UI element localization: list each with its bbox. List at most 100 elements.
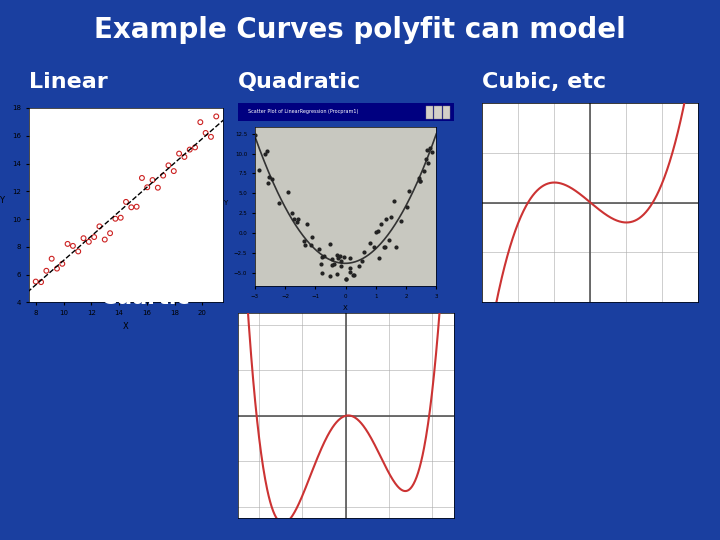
Point bbox=[158, 171, 169, 180]
Point bbox=[379, 242, 391, 251]
Point bbox=[401, 202, 413, 211]
Text: Scatter Plot of LinearRegression (Procpram1): Scatter Plot of LinearRegression (Procpr… bbox=[248, 109, 359, 114]
Point bbox=[109, 214, 121, 223]
Point bbox=[262, 179, 274, 187]
Point bbox=[426, 147, 438, 156]
Point bbox=[340, 275, 351, 284]
Point bbox=[373, 253, 384, 262]
Point bbox=[83, 238, 94, 246]
Point bbox=[210, 112, 222, 121]
Point bbox=[62, 240, 73, 248]
Point bbox=[395, 217, 407, 225]
Point bbox=[372, 226, 384, 235]
Point bbox=[325, 272, 336, 280]
Point bbox=[338, 253, 350, 261]
Text: Linear: Linear bbox=[29, 72, 107, 92]
Point bbox=[274, 198, 285, 207]
Point bbox=[389, 197, 400, 205]
Point bbox=[420, 154, 432, 163]
Point bbox=[335, 257, 346, 266]
Point bbox=[163, 161, 174, 170]
Point bbox=[385, 213, 397, 221]
Point bbox=[125, 203, 137, 212]
FancyBboxPatch shape bbox=[426, 106, 433, 119]
Point bbox=[40, 266, 52, 275]
Point bbox=[263, 172, 274, 181]
Point bbox=[205, 132, 217, 141]
Point bbox=[200, 129, 212, 137]
Point bbox=[302, 220, 313, 228]
Point bbox=[141, 183, 153, 192]
Point bbox=[391, 243, 402, 252]
Point bbox=[313, 245, 325, 254]
Point bbox=[315, 259, 327, 268]
Point bbox=[136, 174, 148, 183]
Point bbox=[291, 218, 302, 227]
Point bbox=[104, 229, 116, 238]
Point bbox=[316, 269, 328, 278]
Point bbox=[300, 240, 311, 249]
Point bbox=[324, 240, 336, 248]
Point bbox=[371, 228, 382, 237]
Point bbox=[418, 167, 430, 176]
Point bbox=[344, 254, 356, 262]
Point bbox=[344, 268, 356, 276]
Point bbox=[318, 252, 330, 261]
Point bbox=[115, 213, 127, 222]
Point bbox=[326, 254, 338, 263]
Point bbox=[67, 241, 78, 250]
Point bbox=[78, 234, 89, 242]
Point bbox=[30, 277, 42, 286]
X-axis label: X: X bbox=[123, 322, 129, 330]
Point bbox=[353, 262, 364, 271]
Point bbox=[348, 271, 360, 279]
Point bbox=[384, 236, 395, 245]
Point bbox=[120, 198, 132, 206]
Point bbox=[331, 270, 343, 279]
FancyBboxPatch shape bbox=[443, 106, 451, 119]
Point bbox=[194, 118, 206, 126]
Point bbox=[168, 167, 179, 176]
Point bbox=[261, 146, 273, 155]
Point bbox=[325, 261, 337, 269]
Point bbox=[179, 153, 190, 161]
Point bbox=[403, 186, 415, 195]
Text: Quadratic: Quadratic bbox=[238, 72, 361, 92]
Point bbox=[249, 130, 261, 139]
FancyBboxPatch shape bbox=[238, 103, 454, 120]
Point bbox=[99, 235, 111, 244]
Point bbox=[356, 257, 368, 266]
Point bbox=[94, 222, 105, 231]
Point bbox=[328, 260, 340, 268]
Point bbox=[347, 271, 359, 279]
Point bbox=[253, 165, 265, 174]
Point bbox=[174, 149, 185, 158]
FancyBboxPatch shape bbox=[434, 106, 442, 119]
Point bbox=[46, 254, 58, 263]
Point bbox=[369, 243, 380, 252]
Point bbox=[73, 247, 84, 256]
Point bbox=[331, 251, 343, 259]
Point bbox=[336, 261, 347, 270]
Point bbox=[334, 252, 346, 261]
Point bbox=[414, 177, 426, 185]
Text: Cuartic: Cuartic bbox=[101, 288, 191, 308]
Point bbox=[414, 177, 426, 185]
X-axis label: X: X bbox=[343, 305, 348, 310]
Point bbox=[375, 220, 387, 228]
Point bbox=[266, 174, 277, 183]
Point bbox=[305, 240, 317, 249]
Y-axis label: Y: Y bbox=[0, 196, 4, 205]
Point bbox=[424, 144, 436, 152]
Point bbox=[287, 209, 298, 218]
Point bbox=[189, 143, 201, 152]
Point bbox=[306, 232, 318, 241]
Text: Cubic, etc: Cubic, etc bbox=[482, 72, 606, 92]
Point bbox=[184, 145, 195, 154]
Point bbox=[333, 254, 344, 262]
Point bbox=[340, 275, 351, 284]
Text: Example Curves polyfit can model: Example Curves polyfit can model bbox=[94, 16, 626, 44]
Point bbox=[413, 174, 425, 183]
Point bbox=[378, 243, 390, 252]
Point bbox=[152, 184, 163, 192]
